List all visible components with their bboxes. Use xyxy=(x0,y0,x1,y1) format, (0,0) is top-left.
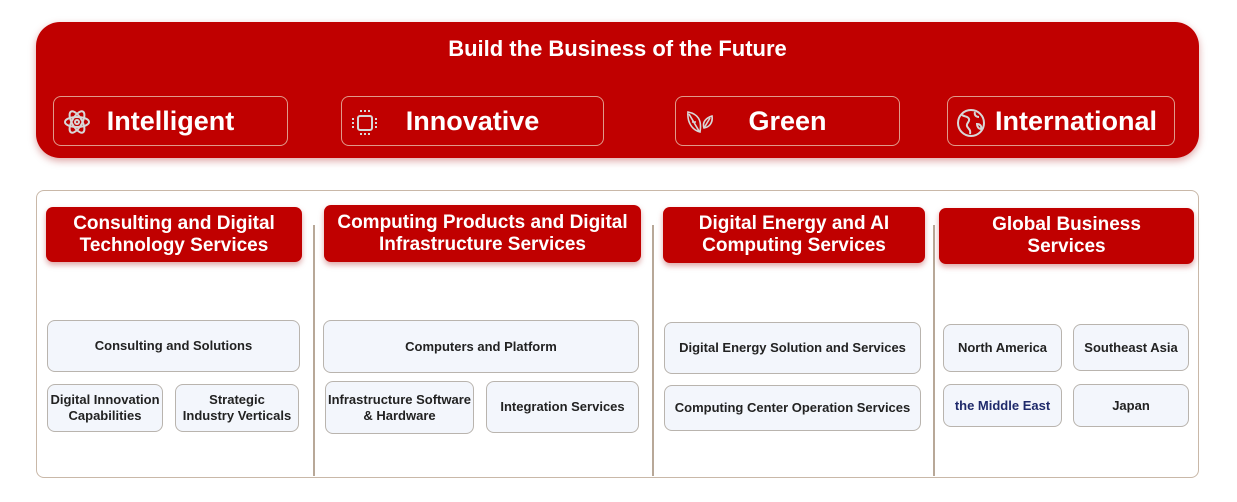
pillar-label: Green xyxy=(748,105,827,136)
column-divider xyxy=(652,225,654,476)
globe-icon xyxy=(957,109,985,137)
region-box: Southeast Asia xyxy=(1073,324,1189,371)
service-box: Infrastructure Software & Hardware xyxy=(325,381,474,434)
atom-icon xyxy=(64,110,90,134)
service-box: Consulting and Solutions xyxy=(47,320,300,372)
pillar-intelligent: Intelligent xyxy=(53,96,288,146)
pillar-label: Intelligent xyxy=(106,105,235,136)
region-box: North America xyxy=(943,324,1062,372)
service-box: Computers and Platform xyxy=(323,320,639,373)
service-box: Digital Energy Solution and Services xyxy=(664,322,921,374)
segment-header-digital-energy: Digital Energy and AI Computing Services xyxy=(663,207,925,263)
chip-icon xyxy=(352,110,378,136)
service-box: Digital Innovation Capabilities xyxy=(47,384,163,432)
pillar-label: International xyxy=(994,105,1157,136)
service-box: Strategic Industry Verticals xyxy=(175,384,299,432)
business-segments-frame xyxy=(36,190,1199,478)
pillar-innovative: Innovative xyxy=(341,96,604,146)
service-box: Computing Center Operation Services xyxy=(664,385,921,431)
pillar-label: Innovative xyxy=(405,105,540,136)
banner-title: Build the Business of the Future xyxy=(448,36,787,61)
column-divider xyxy=(933,225,935,476)
region-box: Japan xyxy=(1073,384,1189,427)
column-divider xyxy=(313,225,315,476)
vision-banner xyxy=(36,22,1199,158)
segment-header-computing-products: Computing Products and Digital Infrastru… xyxy=(324,205,641,262)
leaf-icon xyxy=(687,111,713,133)
region-box: the Middle East xyxy=(943,384,1062,427)
service-box: Integration Services xyxy=(486,381,639,433)
segment-header-consulting: Consulting and Digital Technology Servic… xyxy=(46,207,302,262)
pillar-green: Green xyxy=(675,96,900,146)
segment-header-global: Global Business Services xyxy=(939,208,1194,264)
pillar-international: International xyxy=(947,96,1175,146)
